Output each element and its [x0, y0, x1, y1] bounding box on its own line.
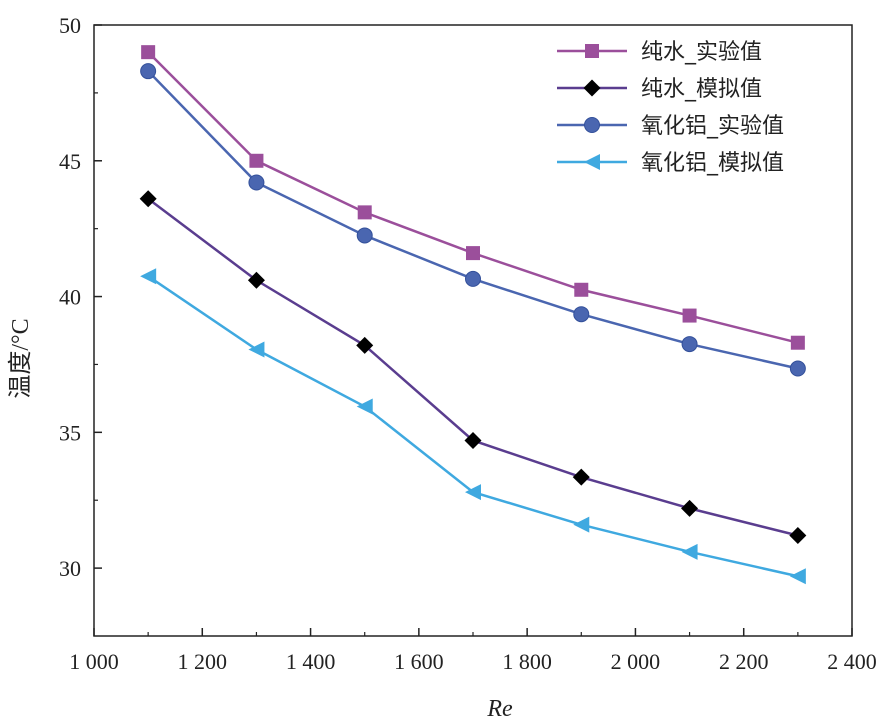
x-tick-label: 2 000 [611, 649, 661, 674]
data-point [140, 63, 157, 80]
y-tick-label: 40 [59, 285, 81, 310]
y-tick-label: 30 [59, 556, 81, 581]
data-point [573, 306, 590, 323]
data-point [356, 398, 373, 415]
data-point [141, 45, 156, 60]
data-point [574, 282, 589, 297]
x-tick-label: 1 800 [502, 649, 552, 674]
y-tick-label: 50 [59, 13, 81, 38]
data-point [249, 153, 264, 168]
data-point [248, 341, 265, 358]
y-axis-title: 温度/°C [7, 318, 34, 398]
data-point [465, 270, 481, 287]
legend-item-3: 氧化铝_实验值 [557, 114, 784, 139]
data-point [573, 516, 590, 533]
data-point [789, 360, 806, 377]
legend-item-2: 纯水_模拟值 [557, 77, 762, 102]
y-tick-label: 45 [59, 149, 81, 174]
legend-marker [585, 44, 599, 58]
x-tick-label: 1 600 [394, 649, 444, 674]
legend-marker [584, 154, 600, 170]
data-point [466, 246, 480, 261]
series-3 [140, 63, 806, 377]
x-tick-label: 1 000 [69, 649, 119, 674]
x-tick-label: 1 200 [178, 649, 228, 674]
x-tick-label: 1 400 [286, 649, 336, 674]
data-point [789, 568, 806, 585]
data-point [464, 431, 482, 449]
data-point [465, 484, 481, 501]
data-point [357, 205, 372, 220]
data-point [789, 527, 807, 545]
data-point [356, 336, 374, 354]
data-point [681, 543, 698, 560]
legend-label: 氧化铝_实验值 [641, 114, 784, 139]
legend-item-4: 氧化铝_模拟值 [557, 151, 784, 176]
legend-label: 氧化铝_模拟值 [641, 151, 784, 176]
data-point [572, 468, 590, 486]
axes: 1 000 1 200 1 400 1 600 1 800 2 000 2 200 2 400… [7, 13, 877, 722]
data-point [139, 190, 157, 208]
legend-item-1: 纯水_实验值 [557, 40, 762, 65]
series-layer [139, 45, 807, 585]
legend-marker [583, 79, 601, 97]
data-point [248, 174, 265, 191]
legend-label: 纯水_模拟值 [641, 77, 762, 102]
y-tick-label: 35 [59, 420, 81, 445]
series-4 [140, 268, 806, 585]
data-point [681, 499, 699, 517]
data-point [140, 268, 157, 285]
series-2 [139, 190, 807, 545]
data-point [682, 308, 697, 323]
legend-marker [584, 117, 600, 133]
data-point [681, 336, 698, 353]
x-tick-label: 2 200 [719, 649, 769, 674]
x-tick-label: 2 400 [827, 649, 877, 674]
x-axis-title: Re [486, 696, 513, 722]
legend-label: 纯水_实验值 [641, 40, 762, 65]
data-point [247, 271, 265, 289]
data-point [356, 227, 373, 244]
data-point [790, 335, 805, 350]
series-line [147, 275, 799, 578]
series-1 [141, 45, 805, 350]
